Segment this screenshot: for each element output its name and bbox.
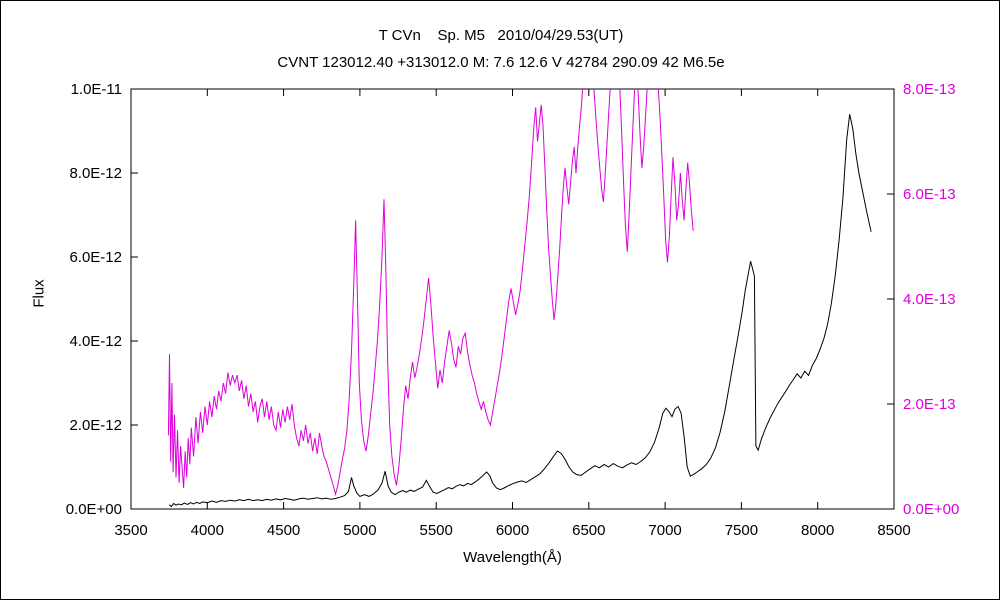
svg-text:4500: 4500 xyxy=(267,522,300,539)
svg-text:7000: 7000 xyxy=(648,522,681,539)
svg-text:8.0E-13: 8.0E-13 xyxy=(903,81,956,98)
svg-text:6.0E-13: 6.0E-13 xyxy=(903,186,956,203)
svg-text:8000: 8000 xyxy=(801,522,834,539)
svg-text:7500: 7500 xyxy=(725,522,758,539)
chart-title: T CVn Sp. M5 2010/04/29.53(UT) xyxy=(378,27,624,44)
svg-text:1.0E-11: 1.0E-11 xyxy=(71,81,122,98)
svg-text:4.0E-12: 4.0E-12 xyxy=(69,333,122,350)
spectrum-magenta xyxy=(167,89,694,497)
svg-text:6500: 6500 xyxy=(572,522,605,539)
spectrum-black xyxy=(168,114,872,508)
svg-text:6.0E-12: 6.0E-12 xyxy=(69,249,122,266)
svg-text:2.0E-12: 2.0E-12 xyxy=(69,417,122,434)
svg-text:5500: 5500 xyxy=(420,522,453,539)
chart-subtitle: CVNT 123012.40 +313012.0 M: 7.6 12.6 V 4… xyxy=(277,54,725,71)
svg-text:8500: 8500 xyxy=(877,522,910,539)
svg-text:4.0E-13: 4.0E-13 xyxy=(903,291,956,308)
svg-text:3500: 3500 xyxy=(114,522,147,539)
svg-text:8.0E-12: 8.0E-12 xyxy=(69,165,122,182)
svg-text:5000: 5000 xyxy=(343,522,376,539)
x-axis-label: Wavelength(Å) xyxy=(463,549,562,566)
svg-text:2.0E-13: 2.0E-13 xyxy=(903,396,956,413)
svg-text:0.0E+00: 0.0E+00 xyxy=(66,501,122,518)
svg-text:0.0E+00: 0.0E+00 xyxy=(903,501,959,518)
svg-text:6000: 6000 xyxy=(496,522,529,539)
svg-text:4000: 4000 xyxy=(191,522,224,539)
